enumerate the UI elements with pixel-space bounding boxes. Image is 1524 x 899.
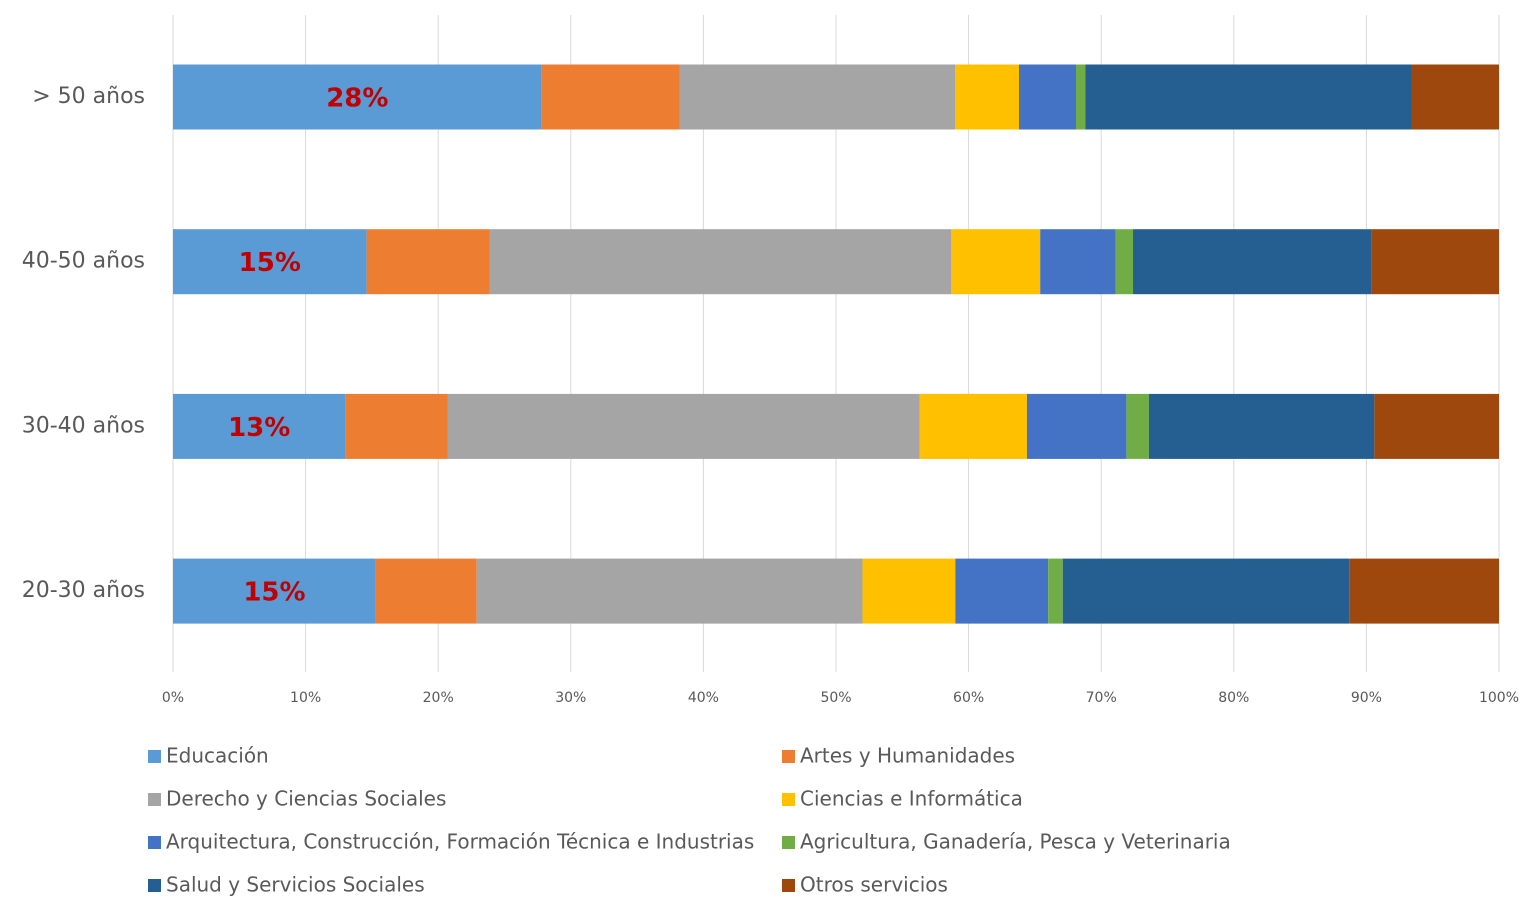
legend-label: Ciencias e Informática xyxy=(800,787,1023,811)
x-tick-label: 60% xyxy=(953,690,984,706)
bar-segment xyxy=(476,558,863,624)
y-tick-label: 30-40 años xyxy=(22,413,145,438)
data-label: 28% xyxy=(326,84,388,114)
bar-segment xyxy=(951,229,1041,295)
bar-segment xyxy=(366,229,490,295)
bar-segment xyxy=(1148,393,1375,459)
bar-segment xyxy=(173,393,346,459)
legend-label: Agricultura, Ganadería, Pesca y Veterina… xyxy=(800,830,1231,854)
bar-segment xyxy=(1085,64,1412,130)
x-tick-label: 20% xyxy=(423,690,454,706)
legend-label: Otros servicios xyxy=(800,873,948,897)
x-tick-label: 40% xyxy=(688,690,719,706)
x-tick-label: 30% xyxy=(555,690,586,706)
x-tick-label: 100% xyxy=(1479,690,1519,706)
legend-swatch xyxy=(148,879,161,892)
bar-segment xyxy=(1115,229,1134,295)
bar-segment xyxy=(955,558,1049,624)
legend-label: Salud y Servicios Sociales xyxy=(166,873,425,897)
bar-segment xyxy=(1126,393,1149,459)
y-tick-label: > 50 años xyxy=(32,84,145,109)
bar-segment xyxy=(955,64,1019,130)
bar-segment xyxy=(1411,64,1499,130)
bar-segment xyxy=(173,64,542,130)
x-tick-label: 80% xyxy=(1218,690,1249,706)
bar-segment xyxy=(1048,558,1063,624)
legend-swatch xyxy=(782,836,795,849)
legend-label: Derecho y Ciencias Sociales xyxy=(166,787,446,811)
data-label: 15% xyxy=(243,578,305,608)
bar-segment xyxy=(1133,229,1372,295)
legend-swatch xyxy=(148,836,161,849)
bar-segment xyxy=(1374,393,1499,459)
legend-label: Arquitectura, Construcción, Formación Té… xyxy=(166,830,754,854)
bar-segment xyxy=(173,558,376,624)
legend-swatch xyxy=(148,750,161,763)
bar-segment xyxy=(1371,229,1499,295)
bar-segment xyxy=(1040,229,1116,295)
legend-swatch xyxy=(148,793,161,806)
bar-segment xyxy=(447,393,920,459)
bar-segment xyxy=(541,64,680,130)
bar-segment xyxy=(173,229,367,295)
bar-segment xyxy=(345,393,448,459)
bar-segment xyxy=(862,558,956,624)
bar-segment xyxy=(1062,558,1350,624)
legend-swatch xyxy=(782,793,795,806)
x-tick-label: 70% xyxy=(1086,690,1117,706)
x-tick-label: 50% xyxy=(820,690,851,706)
legend-label: Artes y Humanidades xyxy=(800,744,1015,768)
x-tick-label: 0% xyxy=(162,690,184,706)
legend-swatch xyxy=(782,879,795,892)
x-tick-label: 90% xyxy=(1351,690,1382,706)
bar-segment xyxy=(919,393,1027,459)
y-tick-label: 20-30 años xyxy=(22,578,145,603)
legend-label: Educación xyxy=(166,744,269,768)
data-label: 13% xyxy=(228,413,290,443)
legend-swatch xyxy=(782,750,795,763)
bar-segment xyxy=(375,558,477,624)
bar-segment xyxy=(679,64,956,130)
x-tick-label: 10% xyxy=(290,690,321,706)
bar-segment xyxy=(1349,558,1499,624)
bar-segment xyxy=(1076,64,1086,130)
bar-segment xyxy=(489,229,952,295)
bar-segment xyxy=(1026,393,1127,459)
bar-segment xyxy=(1018,64,1077,130)
y-tick-label: 40-50 años xyxy=(22,249,145,274)
data-label: 15% xyxy=(239,248,301,278)
